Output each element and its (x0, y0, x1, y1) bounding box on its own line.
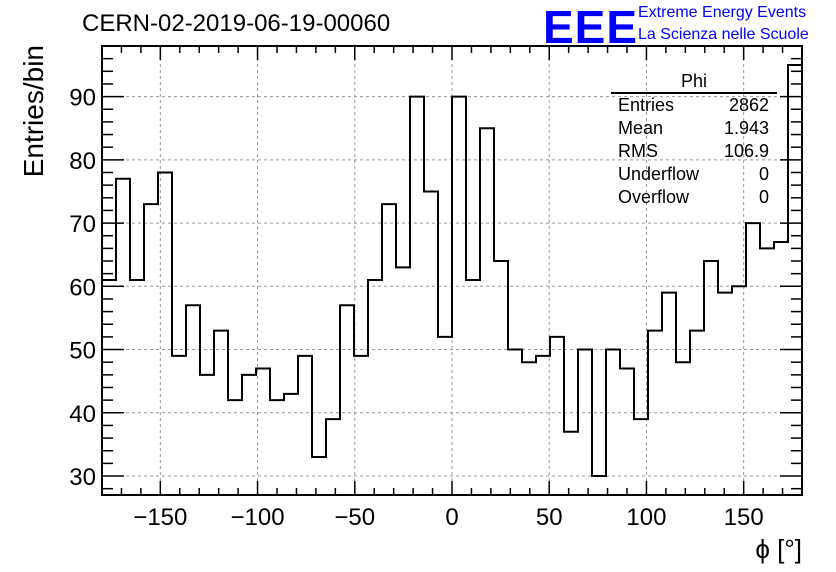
stats-title: Phi (611, 70, 777, 94)
stats-value: 1.943 (723, 118, 769, 138)
stats-row-mean: Mean 1.943 (611, 117, 777, 140)
stats-box: Phi Entries 2862 Mean 1.943 RMS 106.9 Un… (611, 70, 777, 209)
y-tick-label: 50 (69, 338, 96, 365)
logo-subtitle-1: Extreme Energy Events (638, 4, 807, 21)
stats-label: Underflow (618, 164, 700, 184)
stats-label: Entries (618, 95, 675, 115)
stats-value: 2862 (728, 95, 769, 115)
plot-frame (101, 45, 803, 496)
y-tick-label: 80 (69, 148, 96, 175)
y-tick-label: 90 (69, 85, 96, 112)
y-axis-label: Entries/bin (18, 45, 49, 177)
eee-logo: EEE (543, 1, 639, 53)
histogram-series (102, 63, 802, 478)
y-tick-label: 30 (69, 464, 96, 491)
axis-ticks (101, 45, 803, 495)
stats-value: 106.9 (723, 141, 769, 161)
stats-value: 0 (758, 164, 769, 184)
x-axis-label: ϕ [°] (755, 534, 802, 564)
stats-row-rms: RMS 106.9 (611, 140, 777, 163)
stats-label: Mean (618, 118, 664, 138)
x-tick-label: 150 (724, 504, 764, 531)
x-tick-label: −50 (334, 504, 375, 531)
x-tick-label: −100 (231, 504, 285, 531)
x-tick-label: −150 (133, 504, 187, 531)
logo-subtitle-2: La Scienza nelle Scuole (638, 26, 809, 43)
y-tick-label: 70 (69, 211, 96, 238)
stats-row-underflow: Underflow 0 (611, 163, 777, 186)
y-tick-label: 40 (69, 401, 96, 428)
chart-title: CERN-02-2019-06-19-00060 (82, 10, 391, 37)
stats-value: 0 (758, 187, 769, 207)
x-tick-label: 100 (626, 504, 666, 531)
axis-labels: −150 −100 −50 0 50 100 150 30 40 50 60 70 80 90 (69, 85, 763, 531)
stats-row-entries: Entries 2862 (611, 94, 777, 117)
stats-label: RMS (618, 141, 658, 161)
x-tick-label: 50 (536, 504, 563, 531)
x-tick-label: 0 (445, 504, 458, 531)
stats-label: Overflow (618, 187, 690, 207)
stats-row-overflow: Overflow 0 (611, 186, 777, 209)
y-tick-label: 60 (69, 274, 96, 301)
